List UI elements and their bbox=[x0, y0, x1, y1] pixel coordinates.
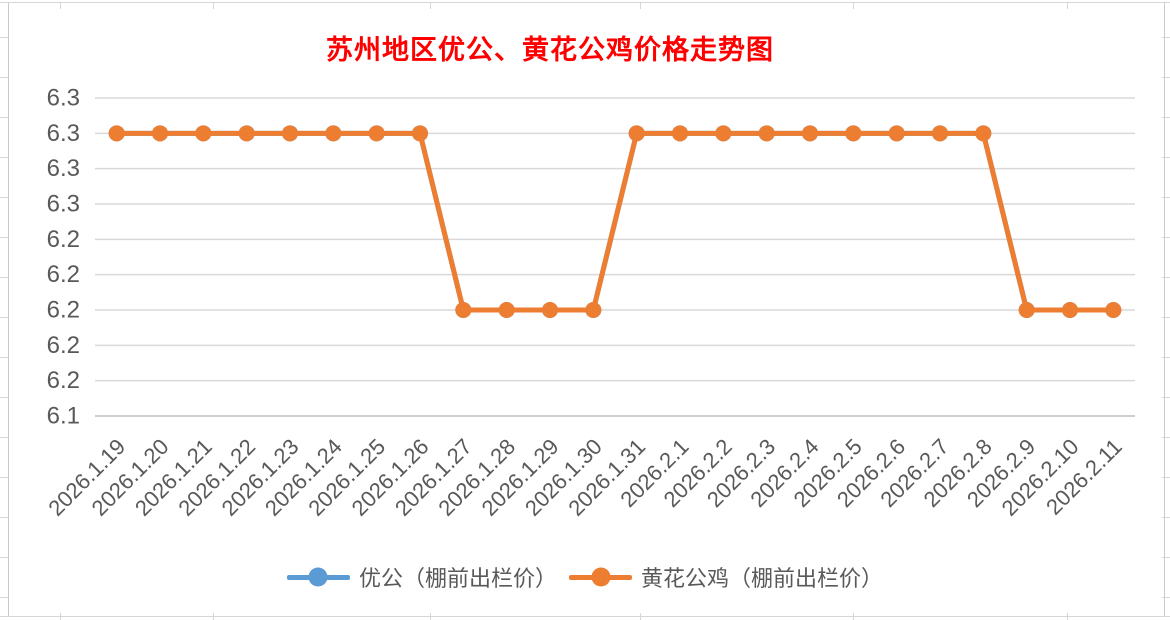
worksheet-gridline-tick bbox=[1162, 197, 1170, 198]
worksheet-gridline-tick bbox=[60, 2, 61, 9]
y-axis-tick-label: 6.1 bbox=[47, 403, 80, 430]
legend-dot-icon bbox=[591, 567, 610, 587]
worksheet-gridline-tick bbox=[1162, 557, 1170, 558]
data-point-marker bbox=[325, 125, 342, 142]
worksheet-gridline-tick bbox=[1067, 2, 1068, 9]
worksheet-gridline-tick bbox=[430, 2, 431, 9]
data-point-marker bbox=[802, 125, 818, 142]
series-line-1 bbox=[114, 130, 1116, 313]
data-point-marker bbox=[498, 302, 515, 318]
worksheet-gridline-tick bbox=[0, 437, 8, 438]
worksheet-gridline-tick bbox=[0, 397, 8, 398]
worksheet-gridline-tick bbox=[1162, 477, 1170, 478]
y-axis-tick-label: 6.3 bbox=[47, 155, 80, 182]
worksheet-gridline-tick bbox=[1162, 37, 1170, 38]
y-axis-tick-label: 6.2 bbox=[47, 226, 80, 253]
data-point-marker bbox=[845, 125, 862, 142]
worksheet-gridline-tick bbox=[1162, 397, 1170, 398]
worksheet-gridline-tick bbox=[1162, 357, 1170, 358]
worksheet-gridline-tick bbox=[213, 613, 214, 620]
data-point-marker bbox=[672, 125, 688, 142]
worksheet-gridline-tick bbox=[853, 613, 854, 620]
data-point-marker bbox=[628, 125, 645, 142]
legend-label: 优公（棚前出栏价） bbox=[358, 566, 557, 591]
y-axis-tick-label: 6.3 bbox=[47, 191, 80, 218]
worksheet-gridline-tick bbox=[1162, 597, 1170, 598]
worksheet-gridline-tick bbox=[1162, 237, 1170, 238]
worksheet-gridline-tick bbox=[1162, 77, 1170, 78]
worksheet-gridline-tick bbox=[853, 2, 854, 9]
data-point-marker bbox=[888, 125, 905, 142]
data-point-marker bbox=[975, 125, 992, 142]
data-point-marker bbox=[195, 125, 212, 142]
data-point-marker bbox=[715, 125, 732, 142]
worksheet-gridline-tick bbox=[1162, 117, 1170, 118]
data-point-marker bbox=[542, 302, 558, 318]
worksheet-gridline-tick bbox=[60, 613, 61, 620]
data-point-marker bbox=[758, 125, 775, 142]
worksheet-gridline-tick bbox=[0, 117, 8, 118]
worksheet-gridline-tick bbox=[430, 613, 431, 620]
y-axis-tick-label: 6.2 bbox=[47, 297, 80, 324]
chart-legend: 优公（棚前出栏价） 黄花公鸡（棚前出栏价） bbox=[0, 560, 1170, 594]
worksheet-gridline-tick bbox=[640, 2, 641, 9]
worksheet-gridline-tick bbox=[0, 77, 8, 78]
data-point-marker bbox=[412, 125, 428, 142]
worksheet-gridline-tick bbox=[0, 357, 8, 358]
worksheet-gridline-bottom bbox=[0, 616, 1170, 617]
data-point-marker bbox=[1105, 302, 1122, 318]
y-axis-tick-label: 6.2 bbox=[47, 367, 80, 394]
chart-title: 苏州地区优公、黄花公鸡价格走势图 bbox=[326, 35, 774, 65]
legend-dot-icon bbox=[308, 567, 328, 587]
worksheet-gridline-tick bbox=[0, 517, 8, 518]
worksheet-gridline-tick bbox=[1162, 517, 1170, 518]
worksheet-gridline-top bbox=[0, 2, 1170, 3]
legend-item-huanghua[interactable]: 黄花公鸡（棚前出栏价） bbox=[569, 561, 883, 593]
worksheet-gridline-tick bbox=[0, 557, 8, 558]
data-point-marker bbox=[368, 125, 385, 142]
worksheet-gridline-tick bbox=[0, 237, 8, 238]
y-axis-tick-label: 6.3 bbox=[47, 120, 80, 147]
legend-label: 黄花公鸡（棚前出栏价） bbox=[641, 566, 884, 591]
data-point-marker bbox=[585, 302, 602, 318]
worksheet-gridline-tick bbox=[0, 157, 8, 158]
data-point-marker bbox=[1018, 302, 1035, 318]
legend-line-marker-icon bbox=[569, 567, 632, 587]
worksheet-gridline-tick bbox=[0, 277, 8, 278]
data-point-marker bbox=[1062, 302, 1078, 318]
data-point-marker bbox=[932, 125, 948, 142]
worksheet-gridline-tick bbox=[213, 2, 214, 9]
data-point-marker bbox=[108, 125, 125, 142]
y-axis-tick-label: 6.3 bbox=[47, 85, 80, 112]
worksheet-gridline-tick bbox=[0, 597, 8, 598]
data-point-marker bbox=[282, 125, 298, 142]
y-axis-tick-label: 6.2 bbox=[47, 261, 80, 288]
worksheet-gridline-tick bbox=[0, 317, 8, 318]
worksheet-gridline-tick bbox=[1162, 437, 1170, 438]
worksheet-gridline-tick bbox=[640, 613, 641, 620]
data-point-marker bbox=[455, 302, 472, 318]
worksheet-gridline-tick bbox=[1162, 317, 1170, 318]
worksheet-gridline-tick bbox=[1067, 613, 1068, 620]
data-point-marker bbox=[238, 125, 255, 142]
worksheet-gridline-tick bbox=[1162, 277, 1170, 278]
worksheet-gridline-tick bbox=[0, 197, 8, 198]
chart-border-left bbox=[8, 3, 9, 616]
chart-border-right bbox=[1164, 3, 1165, 616]
worksheet-gridline-tick bbox=[0, 477, 8, 478]
worksheet-gridline-tick bbox=[0, 37, 8, 38]
y-axis-tick-label: 6.2 bbox=[47, 332, 80, 359]
worksheet-gridline-tick bbox=[1162, 157, 1170, 158]
legend-item-yougong[interactable]: 优公（棚前出栏价） bbox=[286, 561, 557, 593]
data-point-marker bbox=[152, 125, 168, 142]
legend-line-marker-icon bbox=[286, 567, 350, 587]
